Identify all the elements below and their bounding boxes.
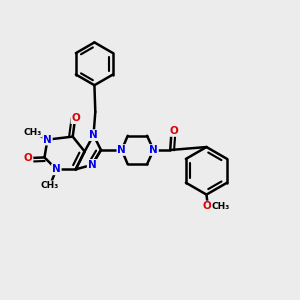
Text: N: N xyxy=(43,135,52,145)
Text: N: N xyxy=(88,160,96,170)
Text: O: O xyxy=(24,153,32,163)
Text: CH₃: CH₃ xyxy=(212,202,230,211)
Text: N: N xyxy=(149,145,158,155)
Text: N: N xyxy=(89,130,98,140)
Text: CH₃: CH₃ xyxy=(41,181,59,190)
Text: O: O xyxy=(71,113,80,123)
Text: CH₃: CH₃ xyxy=(23,128,42,137)
Text: N: N xyxy=(52,164,61,174)
Text: O: O xyxy=(203,202,212,212)
Text: N: N xyxy=(117,145,126,155)
Text: O: O xyxy=(170,126,179,136)
